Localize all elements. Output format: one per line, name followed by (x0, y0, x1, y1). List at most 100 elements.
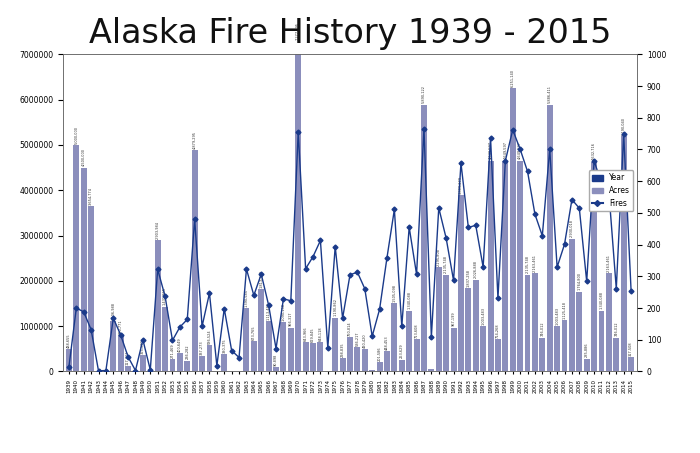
Fires (64, 364, 73, 370)
Text: 4,632,716: 4,632,716 (592, 142, 596, 160)
Text: 1,764,800: 1,764,800 (578, 272, 581, 290)
Text: 298,835: 298,835 (341, 342, 344, 357)
Bar (503, 161, 508, 371)
Bar (554, 326, 560, 371)
Text: 400,649: 400,649 (178, 337, 182, 352)
Bar (125, 366, 131, 371)
Text: 1,340,088: 1,340,088 (599, 291, 603, 309)
Fires (627, 288, 636, 294)
Bar (184, 361, 190, 371)
Text: 6,251,140: 6,251,140 (511, 69, 514, 87)
Text: 4,649,597: 4,649,597 (489, 141, 493, 159)
Fires (316, 238, 325, 243)
Text: 2,135,748: 2,135,748 (444, 255, 448, 273)
Bar (406, 311, 412, 371)
Text: 2,930,018: 2,930,018 (570, 219, 574, 237)
Bar (569, 239, 575, 371)
Bar (88, 206, 94, 371)
Text: 1,505,098: 1,505,098 (393, 284, 396, 302)
Bar (391, 303, 398, 371)
Bar (244, 308, 249, 371)
Bar (488, 161, 494, 371)
Bar (584, 358, 589, 371)
Text: 317,508: 317,508 (629, 341, 633, 356)
Bar (288, 328, 294, 371)
Bar (613, 337, 620, 371)
Bar (192, 150, 197, 371)
Text: 355,190: 355,190 (141, 339, 145, 354)
Bar (540, 337, 545, 371)
Bar (621, 136, 626, 371)
Text: 648,118: 648,118 (318, 326, 323, 341)
Bar (510, 88, 516, 371)
Text: 4,500,000: 4,500,000 (82, 148, 85, 166)
Bar (332, 318, 338, 371)
Bar (347, 337, 353, 371)
Text: 714,268: 714,268 (496, 323, 500, 338)
Text: 5,890,122: 5,890,122 (422, 85, 426, 103)
Bar (451, 328, 456, 371)
Bar (369, 370, 375, 371)
Text: 1,431,865: 1,431,865 (163, 287, 167, 305)
Text: 5,190,040: 5,190,040 (622, 117, 626, 135)
Bar (266, 321, 272, 371)
Bar (524, 275, 531, 371)
Bar (466, 288, 471, 371)
Bar (362, 349, 368, 371)
Bar (384, 351, 390, 371)
Bar (532, 274, 538, 371)
Bar (177, 353, 183, 371)
Text: 967,199: 967,199 (452, 312, 456, 326)
Text: 713,608: 713,608 (414, 323, 419, 338)
Text: 4,879,295: 4,879,295 (193, 131, 197, 149)
Text: 5,000,000: 5,000,000 (74, 125, 78, 144)
Text: 1,813,300: 1,813,300 (259, 270, 263, 288)
Bar (169, 359, 176, 371)
Fires (183, 317, 192, 322)
Text: 5,886,411: 5,886,411 (547, 86, 552, 103)
Text: 1,390,585: 1,390,585 (244, 289, 248, 307)
Title: Alaska Fire History 1939 - 2015: Alaska Fire History 1939 - 2015 (89, 17, 611, 50)
Bar (281, 322, 286, 371)
Bar (251, 341, 257, 371)
Text: 1,106,988: 1,106,988 (111, 302, 116, 320)
Text: 643,966: 643,966 (304, 326, 307, 341)
Text: 271,469: 271,469 (171, 343, 174, 358)
Bar (162, 307, 168, 371)
Text: 4,649,597: 4,649,597 (503, 141, 507, 159)
Bar (591, 162, 597, 371)
Bar (66, 349, 72, 371)
Text: 236,282: 236,282 (186, 345, 189, 359)
Text: 1,090,158: 1,090,158 (281, 303, 286, 321)
Bar (74, 145, 79, 371)
Bar (495, 339, 501, 371)
Text: 490,420: 490,420 (363, 333, 367, 348)
Text: 1,003,483: 1,003,483 (481, 307, 485, 325)
Text: 285,886: 285,886 (584, 342, 589, 357)
Bar (598, 311, 605, 371)
Bar (295, 42, 301, 371)
Bar (221, 354, 228, 371)
Bar (118, 335, 124, 371)
Text: 673,765: 673,765 (252, 325, 256, 340)
Fires (383, 255, 391, 260)
Text: 488,655: 488,655 (67, 333, 71, 348)
Text: 1,340,088: 1,340,088 (407, 291, 411, 309)
Text: 448,453: 448,453 (385, 335, 389, 350)
Text: 1,003,483: 1,003,483 (555, 307, 559, 325)
Text: 3,889,279: 3,889,279 (459, 176, 463, 194)
Fires (302, 266, 310, 271)
Bar (428, 370, 434, 371)
Bar (628, 357, 634, 371)
Text: 1,113,480: 1,113,480 (267, 302, 271, 320)
Text: 746,012: 746,012 (615, 322, 618, 336)
Text: 2,903,984: 2,903,984 (155, 221, 160, 239)
Text: 337,273: 337,273 (200, 340, 204, 355)
Bar (458, 195, 464, 371)
Bar (517, 161, 523, 371)
Bar (421, 105, 427, 371)
Text: 2,026,888: 2,026,888 (474, 260, 477, 278)
Text: 380,375: 380,375 (223, 338, 226, 353)
Text: 117,211: 117,211 (126, 350, 130, 365)
Bar (273, 367, 279, 371)
